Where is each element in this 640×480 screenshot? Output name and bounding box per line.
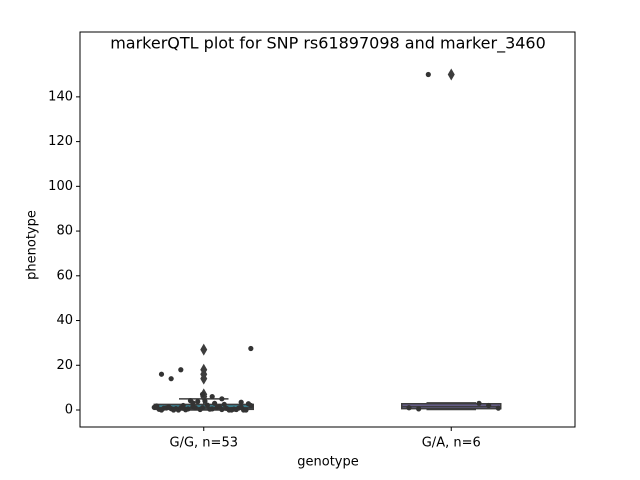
data-point [216,403,223,410]
data-point [209,393,215,400]
y-tick-label: 140 [48,89,73,104]
data-point [425,71,431,78]
y-tick-label: 20 [56,358,73,373]
plot-frame [79,31,576,428]
data-point [248,402,254,409]
data-point [243,407,249,413]
y-tick-label: 120 [48,134,73,149]
y-tick-label: 100 [48,179,73,194]
x-tick-label: G/G, n=53 [170,436,238,451]
data-point [207,406,213,412]
data-point [170,407,177,413]
chart-title: markerQTL plot for SNP rs61897098 and ma… [110,34,546,54]
data-point [406,405,412,411]
outlier [200,343,208,356]
data-point [158,371,165,377]
x-axis-label: genotype [297,455,358,470]
data-point [486,402,492,409]
data-point [476,400,482,406]
data-point [221,401,227,408]
data-point [204,402,210,408]
data-point [178,367,184,373]
data-point [228,407,235,413]
outlier [200,372,208,385]
y-tick-label: 80 [56,224,73,239]
data-point [158,407,165,413]
y-tick-label: 0 [65,403,73,418]
x-tick-label: G/A, n=6 [422,436,481,451]
data-point [195,398,201,405]
outlier [447,68,455,81]
data-point [180,405,186,411]
data-point [238,404,244,410]
data-point [248,345,254,352]
data-point [168,376,174,382]
y-tick-label: 60 [56,268,73,283]
data-point [495,405,501,411]
data-point [192,405,198,411]
data-point [219,396,225,402]
data-point [212,400,218,406]
data-point [202,398,208,404]
data-point [190,400,196,406]
data-point [197,406,203,413]
data-point [199,391,206,397]
data-point [185,406,191,412]
data-point [416,406,422,412]
data-point [238,399,244,405]
y-axis-label: phenotype [25,210,40,280]
y-tick-label: 40 [56,313,73,328]
